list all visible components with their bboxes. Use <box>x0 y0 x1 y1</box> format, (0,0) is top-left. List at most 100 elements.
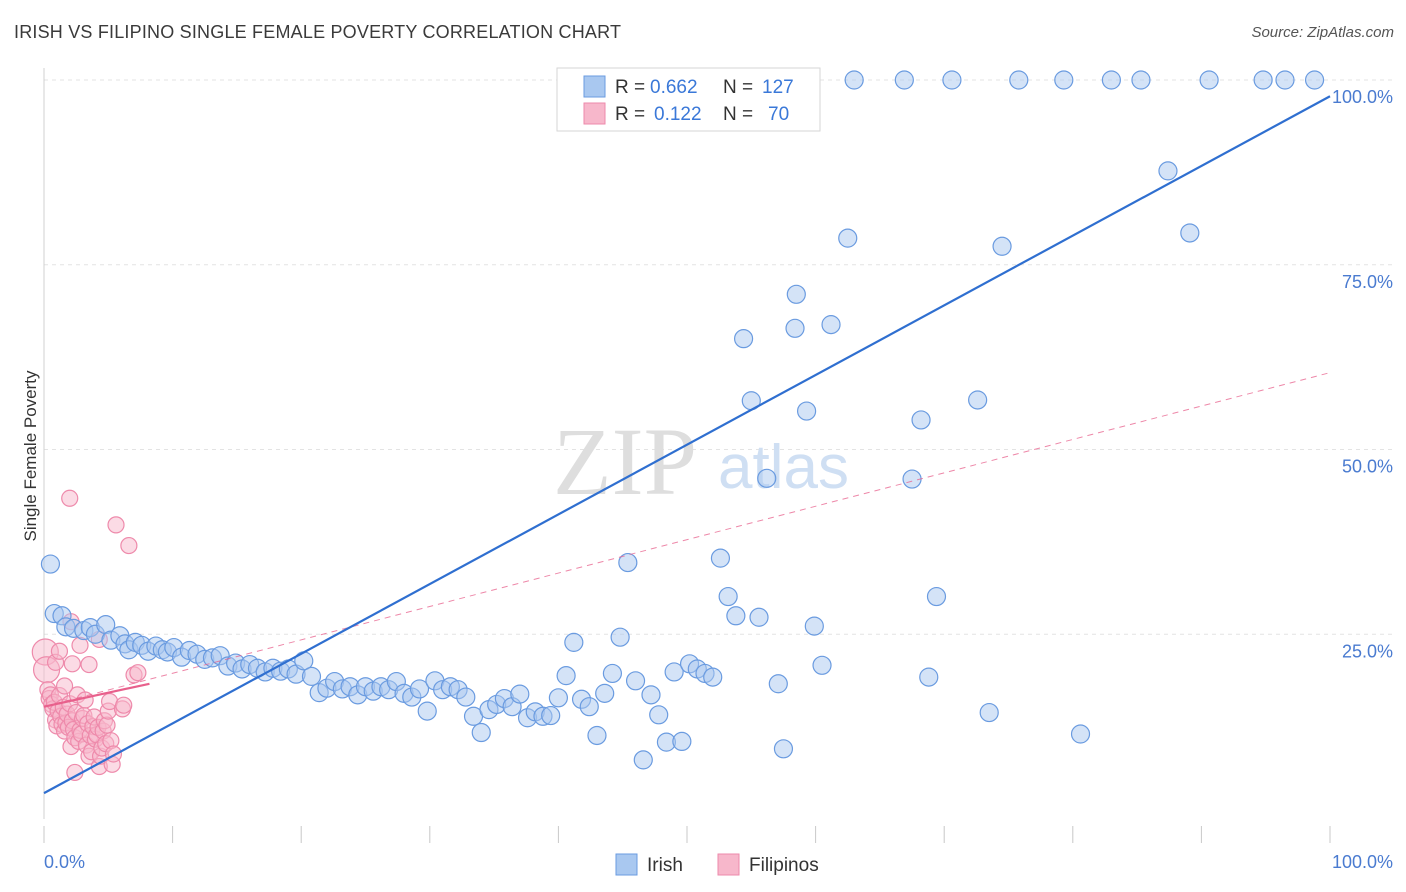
irish-point-51 <box>409 679 430 699</box>
irish-point-78 <box>618 552 638 573</box>
filipinos-point-59 <box>107 516 125 534</box>
irish-point-106 <box>894 70 914 90</box>
irish-point-125 <box>1304 70 1325 90</box>
irish-point-119 <box>1131 70 1151 90</box>
legend-swatch-filipinos <box>717 853 740 876</box>
irish-r-value: 0.662 <box>650 77 698 98</box>
irish-point-64 <box>510 684 530 704</box>
y-tick-label-0: 25.0% <box>1342 641 1393 661</box>
irish-n-value: 127 <box>762 77 794 98</box>
irish-point-59 <box>471 722 491 743</box>
y-tick-label-2: 75.0% <box>1342 272 1393 292</box>
irish-point-95 <box>749 607 769 627</box>
filipinos-point-68 <box>50 642 69 660</box>
irish-point-81 <box>641 685 661 705</box>
irish-point-100 <box>796 401 817 421</box>
irish-point-124 <box>1275 70 1295 90</box>
irish-point-111 <box>942 70 962 90</box>
filipinos-point-58 <box>61 489 79 507</box>
trend-lines <box>43 95 1331 795</box>
irish-point-90 <box>710 548 731 568</box>
irish-point-71 <box>564 632 584 652</box>
irish-point-69 <box>548 688 569 708</box>
irish-point-118 <box>1101 70 1121 90</box>
filipinos-r-label: R = <box>615 104 645 125</box>
irish-point-114 <box>992 236 1012 256</box>
irish-point-122 <box>1199 70 1219 90</box>
y-tick-label-3: 100.0% <box>1332 87 1393 107</box>
watermark-atlas: atlas <box>718 433 849 502</box>
irish-point-109 <box>919 667 939 687</box>
filipinos-trend-dashed <box>43 372 1331 708</box>
irish-point-89 <box>703 667 723 687</box>
chart-title: IRISH VS FILIPINO SINGLE FEMALE POVERTY … <box>14 22 622 42</box>
legend: Irish Filipinos <box>615 853 819 876</box>
irish-point-120 <box>1158 161 1178 181</box>
irish-point-0 <box>40 554 61 574</box>
irish-point-91 <box>718 586 738 607</box>
irish-stats-swatch <box>583 75 606 98</box>
irish-point-76 <box>602 663 623 684</box>
source-credit: Source: ZipAtlas.com <box>1251 24 1394 41</box>
irish-trend-line <box>43 95 1331 795</box>
irish-point-57 <box>456 687 476 707</box>
irish-point-70 <box>556 666 576 686</box>
irish-point-126 <box>786 284 806 304</box>
irish-n-label: N = <box>723 77 753 98</box>
irish-point-74 <box>587 725 607 746</box>
irish-point-123 <box>1253 70 1273 90</box>
y-axis-label: Single Female Poverty <box>21 370 40 542</box>
irish-point-97 <box>768 674 788 694</box>
irish-point-110 <box>926 586 947 607</box>
filipinos-point-55 <box>115 696 133 714</box>
filipinos-trend-line <box>43 682 150 708</box>
irish-point-104 <box>838 228 858 248</box>
legend-label-filipinos: Filipinos <box>749 855 819 876</box>
irish-point-77 <box>610 627 630 647</box>
filipinos-n-value: 70 <box>768 104 789 125</box>
filipinos-stats-swatch <box>583 102 606 125</box>
legend-swatch-irish <box>615 853 638 876</box>
irish-point-115 <box>1009 70 1029 90</box>
irish-point-112 <box>968 390 988 410</box>
y-tick-labels: 25.0% 50.0% 75.0% 100.0% <box>1332 87 1393 661</box>
irish-point-101 <box>804 616 824 636</box>
irish-point-68 <box>541 705 561 726</box>
x-tick-label-max: 100.0% <box>1332 852 1393 872</box>
irish-point-108 <box>911 410 931 430</box>
irish-point-103 <box>821 315 841 335</box>
irish-point-121 <box>1180 223 1200 243</box>
irish-point-96 <box>757 468 777 488</box>
filipinos-point-63 <box>80 655 98 674</box>
gridlines <box>44 79 1392 635</box>
irish-point-92 <box>726 606 746 626</box>
irish-point-37 <box>301 666 322 686</box>
irish-point-73 <box>579 697 599 717</box>
irish-point-79 <box>625 671 646 691</box>
irish-point-105 <box>844 70 864 90</box>
irish-point-85 <box>672 731 692 752</box>
watermark: ZIP atlas <box>553 408 849 515</box>
irish-point-102 <box>812 655 832 675</box>
filipinos-point-69 <box>63 655 81 673</box>
filipinos-r-value: 0.122 <box>654 104 702 125</box>
filipinos-point-60 <box>120 536 138 555</box>
irish-point-80 <box>633 750 653 770</box>
watermark-zip: ZIP <box>553 408 697 515</box>
irish-point-82 <box>649 705 669 725</box>
irish-point-117 <box>1070 724 1091 744</box>
y-tick-label-1: 50.0% <box>1342 457 1393 477</box>
filipinos-point-66 <box>55 677 74 695</box>
filipinos-n-label: N = <box>723 104 753 125</box>
legend-label-irish: Irish <box>647 855 683 876</box>
filipinos-point-57 <box>129 664 147 682</box>
irish-r-label: R = <box>615 77 645 98</box>
irish-point-75 <box>595 683 615 703</box>
irish-point-99 <box>785 318 805 338</box>
irish-point-113 <box>979 702 999 723</box>
stats-box: R = 0.662 N = 127 R = 0.122 N = 70 <box>556 67 821 132</box>
irish-point-84 <box>664 662 684 682</box>
irish-point-93 <box>733 329 754 349</box>
irish-point-116 <box>1054 70 1074 90</box>
